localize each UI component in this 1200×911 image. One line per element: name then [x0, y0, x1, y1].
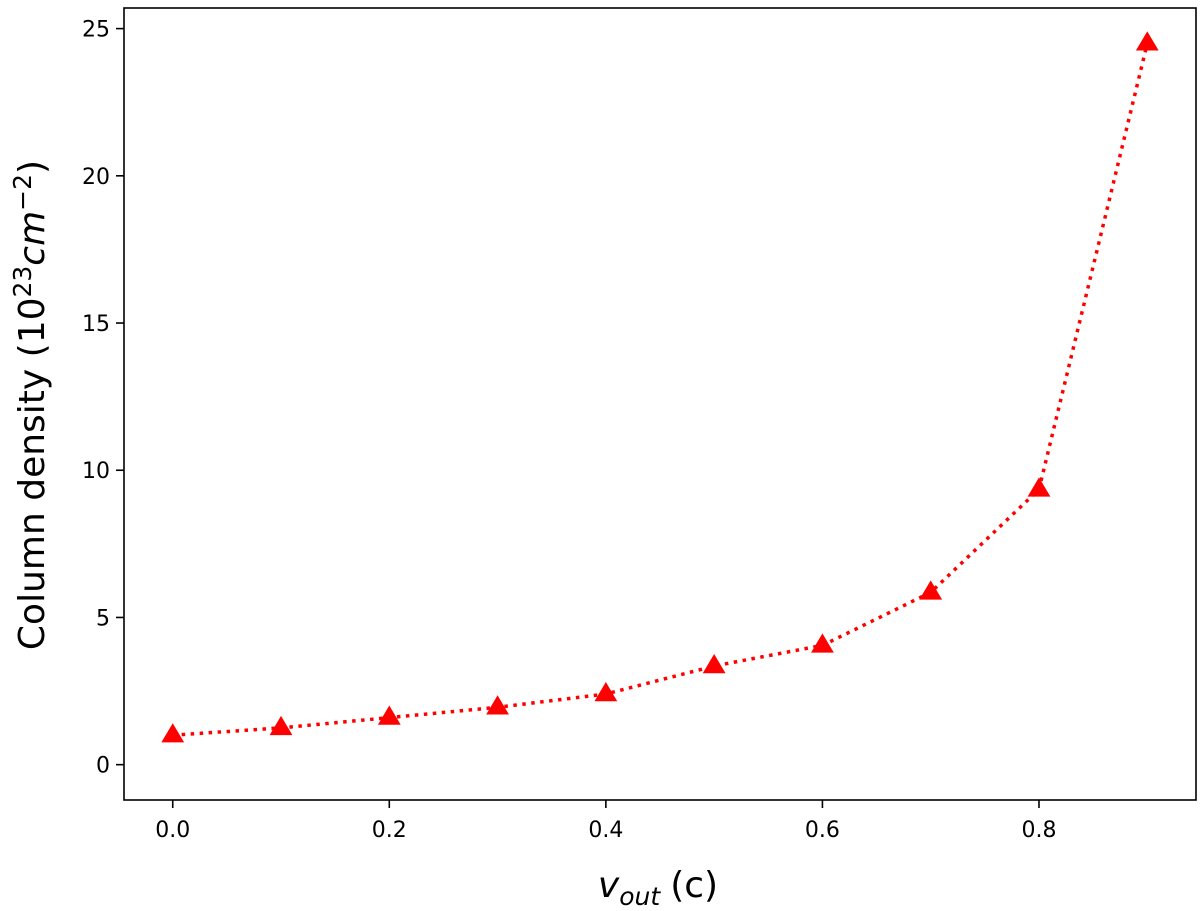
y-tick-label: 0: [96, 754, 110, 779]
y-tick-label: 20: [82, 165, 110, 190]
x-tick-label: 0.2: [372, 818, 407, 843]
y-axis: 0 5 10 15 20 25: [82, 18, 124, 779]
data-point: [486, 695, 509, 715]
series-line: [172, 42, 1150, 737]
data-point: [1135, 31, 1159, 51]
data-point: [811, 633, 834, 653]
data-point: [919, 580, 943, 600]
x-tick-label: 0.6: [805, 818, 840, 843]
data-point: [269, 715, 293, 736]
y-tick-label: 15: [82, 312, 110, 337]
y-tick-label: 10: [82, 459, 110, 484]
series-markers: [161, 31, 1159, 743]
plot-area: [123, 7, 1197, 801]
y-tick-label: 5: [96, 606, 110, 631]
data-point: [594, 682, 618, 702]
data-point: [1027, 477, 1051, 497]
data-point: [161, 723, 185, 743]
y-axis-label: Column density (1023cm−2): [8, 160, 53, 650]
x-axis: 0.0 0.2 0.4 0.6 0.8: [155, 800, 1056, 843]
y-tick-label: 25: [82, 18, 110, 43]
x-tick-label: 0.4: [588, 818, 623, 843]
x-axis-label: vout (c): [598, 865, 718, 911]
x-tick-label: 0.0: [155, 818, 190, 843]
data-point: [702, 654, 726, 674]
x-tick-label: 0.8: [1021, 818, 1056, 843]
data-point: [377, 705, 401, 725]
